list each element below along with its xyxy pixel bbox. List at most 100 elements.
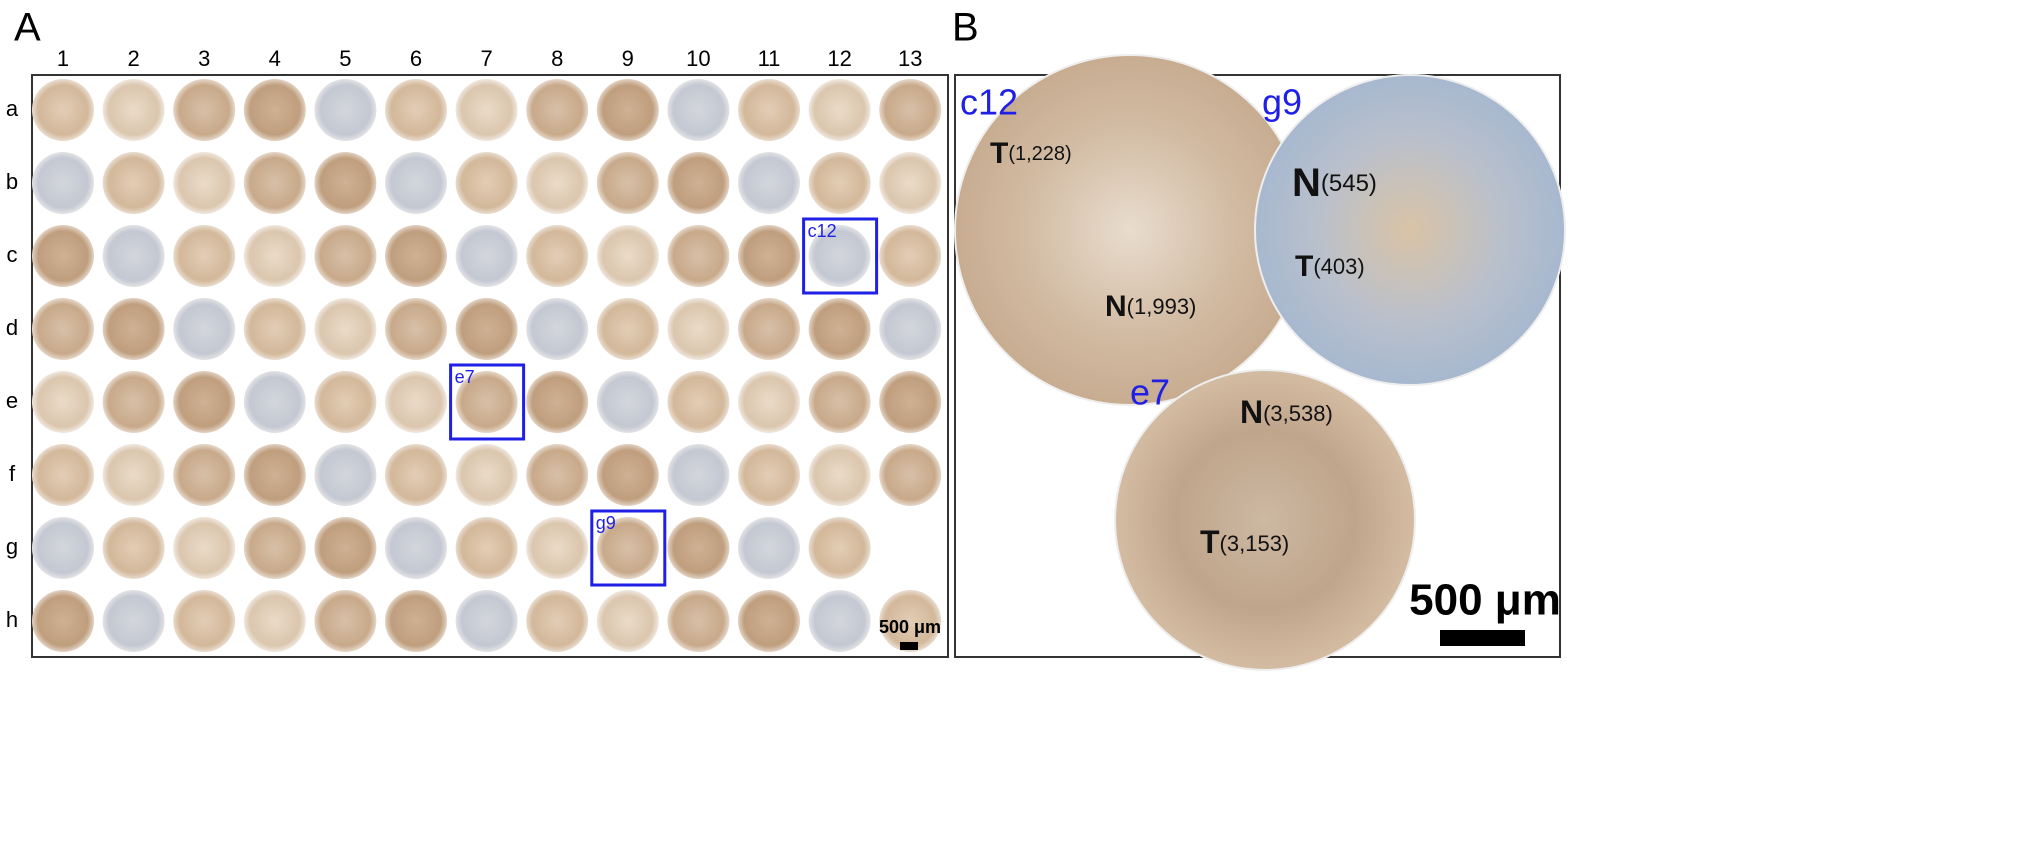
tissue-core (314, 517, 377, 579)
tissue-core (879, 225, 942, 287)
tissue-core (455, 152, 518, 214)
tissue-core (32, 298, 94, 360)
cell-type: T (1295, 250, 1313, 283)
tissue-core (738, 152, 800, 214)
tissue-core (738, 371, 800, 433)
tissue-core (243, 444, 306, 506)
tissue-core (526, 152, 589, 214)
tissue-core (243, 152, 306, 214)
tissue-core (596, 371, 659, 433)
tissue-core (102, 371, 165, 433)
tissue-core (738, 225, 800, 287)
highlight-label: e7 (455, 367, 475, 387)
tissue-core (455, 225, 518, 287)
tissue-core (32, 225, 94, 287)
count: (545) (1321, 170, 1377, 197)
row-label: h (6, 607, 18, 632)
tissue-core (526, 225, 589, 287)
tissue-core-zoom (1254, 74, 1566, 386)
tissue-core (667, 371, 730, 433)
tissue-core (385, 225, 447, 287)
tissue-core (596, 590, 659, 652)
tissue-core (738, 590, 800, 652)
tissue-core (526, 298, 589, 360)
tissue-core (385, 517, 447, 579)
tissue-core (455, 590, 518, 652)
row-label: d (6, 315, 18, 340)
tissue-core (667, 298, 730, 360)
tissue-core (243, 298, 306, 360)
column-label: 11 (758, 46, 781, 71)
tissue-core (102, 152, 165, 214)
tissue-core (385, 79, 447, 141)
row-label: b (6, 169, 18, 194)
tissue-core (102, 225, 165, 287)
cell-type: T (1200, 524, 1220, 560)
tissue-core (243, 79, 306, 141)
tissue-core (385, 152, 447, 214)
scale-label: 500 μm (1409, 576, 1561, 625)
column-label: 9 (622, 46, 634, 71)
tissue-core (32, 371, 94, 433)
tissue-core (243, 590, 306, 652)
tissue-core (596, 298, 659, 360)
tissue-core (102, 444, 165, 506)
tissue-core (173, 371, 236, 433)
tissue-core (808, 371, 871, 433)
column-label: 10 (686, 46, 710, 71)
tissue-core (808, 79, 871, 141)
column-label: 13 (898, 46, 922, 71)
tissue-core (879, 152, 942, 214)
tissue-core (385, 298, 447, 360)
tissue-core (243, 371, 306, 433)
tissue-core (808, 590, 871, 652)
cell-count: N(1,993) (1105, 290, 1196, 323)
tissue-core (455, 371, 518, 433)
tissue-core (314, 225, 377, 287)
column-label: 12 (827, 46, 851, 71)
highlight-label: g9 (596, 513, 616, 533)
tissue-core (32, 152, 94, 214)
scale-bar (1440, 630, 1525, 646)
core-id: c12 (960, 82, 1018, 123)
tissue-core (102, 590, 165, 652)
highlight-box (590, 509, 667, 587)
tissue-core (455, 298, 518, 360)
tissue-core (808, 298, 871, 360)
tissue-core (102, 517, 165, 579)
panel-label: A (14, 6, 41, 50)
count: (3,153) (1220, 531, 1290, 556)
cell-count: N(3,538) (1240, 394, 1333, 430)
tissue-core (385, 371, 447, 433)
count: (3,538) (1263, 401, 1333, 426)
column-label: 3 (198, 46, 210, 71)
tissue-core (243, 517, 306, 579)
tissue-core (173, 590, 236, 652)
highlight-box (449, 363, 526, 441)
tissue-core (596, 225, 659, 287)
tissue-core (314, 298, 377, 360)
tissue-core (526, 79, 589, 141)
scale-label: 500 μm (879, 617, 941, 637)
scale-bar (900, 642, 918, 650)
tissue-core (385, 590, 447, 652)
column-label: 8 (551, 46, 563, 71)
core-id: g9 (1262, 82, 1302, 123)
tissue-core (314, 371, 377, 433)
tissue-core (667, 517, 730, 579)
cell-count: T(403) (1295, 250, 1365, 283)
tissue-core (173, 152, 236, 214)
tissue-core (455, 517, 518, 579)
tissue-core (455, 79, 518, 141)
tissue-core (808, 444, 871, 506)
tissue-core (738, 517, 800, 579)
column-label: 1 (57, 46, 69, 71)
tissue-core (596, 517, 659, 579)
count: (1,228) (1008, 143, 1071, 165)
column-label: 5 (339, 46, 351, 71)
core-id: e7 (1130, 372, 1170, 413)
tissue-core (32, 517, 94, 579)
column-label: 4 (269, 46, 281, 71)
tissue-core (314, 444, 377, 506)
tissue-core (526, 371, 589, 433)
